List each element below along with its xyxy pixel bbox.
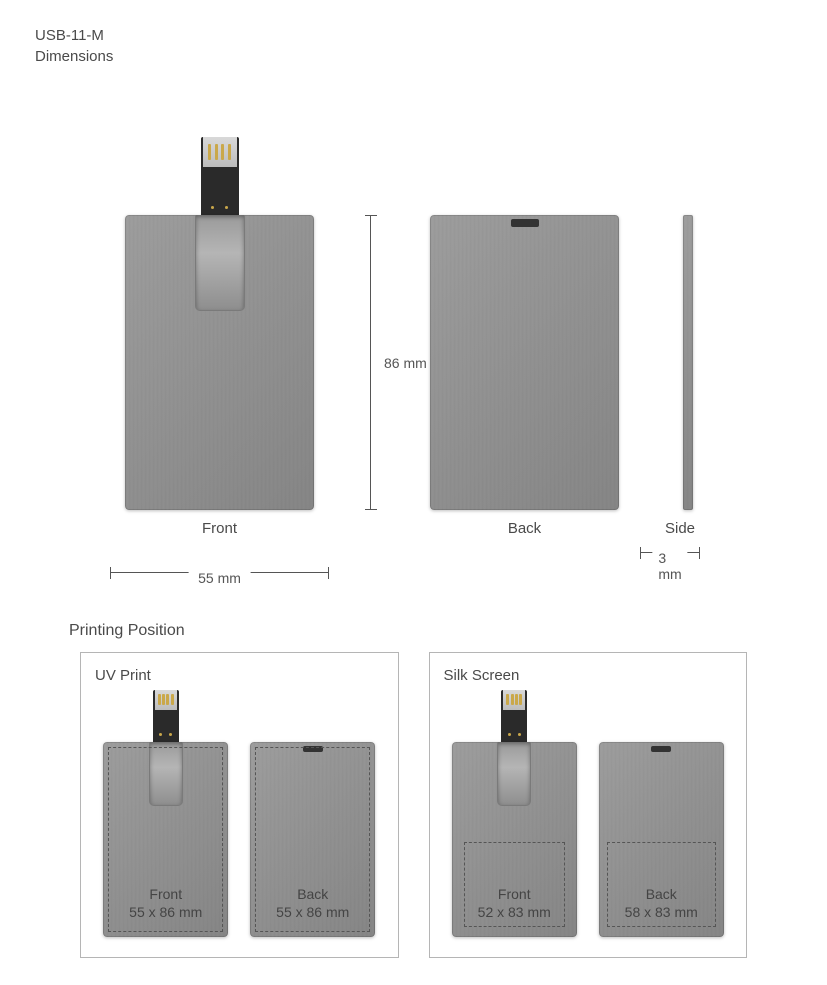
uv-front-label: Front 55 x 86 mm [103, 886, 228, 921]
product-model: USB-11-M [35, 25, 792, 46]
silk-screen-box: Silk Screen Front 52 x 83 mm [429, 652, 748, 958]
usb-connector-icon [201, 137, 239, 215]
subtitle: Dimensions [35, 46, 792, 67]
height-measure: 86 mm [370, 215, 371, 510]
front-view: Front [125, 137, 314, 537]
printing-heading: Printing Position [69, 622, 792, 640]
card-side [683, 215, 693, 510]
uv-print-box: UV Print Front 55 x 86 mm [80, 652, 399, 958]
silk-back-label: Back 58 x 83 mm [599, 886, 724, 921]
swivel-recess [195, 215, 245, 311]
uv-back-label: Back 55 x 86 mm [250, 886, 375, 921]
usb-connector-icon [153, 690, 179, 742]
side-label: Side [665, 520, 695, 537]
back-view: Back [430, 215, 619, 537]
silk-back-card: Back 58 x 83 mm [599, 742, 724, 937]
uv-print-title: UV Print [95, 667, 384, 684]
side-view: Side [683, 215, 695, 537]
card-back [430, 215, 619, 510]
dimensions-diagram: Front 55 mm 86 mm Back Side 3 mm [35, 82, 792, 602]
uv-front-card: Front 55 x 86 mm [103, 690, 228, 937]
usb-connector-icon [501, 690, 527, 742]
silk-front-card: Front 52 x 83 mm [452, 690, 577, 937]
silk-front-label: Front 52 x 83 mm [452, 886, 577, 921]
width-measure: 55 mm [110, 572, 329, 573]
printing-boxes: UV Print Front 55 x 86 mm [35, 652, 792, 958]
card-front [125, 215, 314, 510]
thickness-measure: 3 mm [640, 552, 700, 553]
front-label: Front [125, 520, 314, 537]
silk-title: Silk Screen [444, 667, 733, 684]
uv-back-card: Back 55 x 86 mm [250, 742, 375, 937]
back-label: Back [430, 520, 619, 537]
back-slot [511, 219, 539, 227]
